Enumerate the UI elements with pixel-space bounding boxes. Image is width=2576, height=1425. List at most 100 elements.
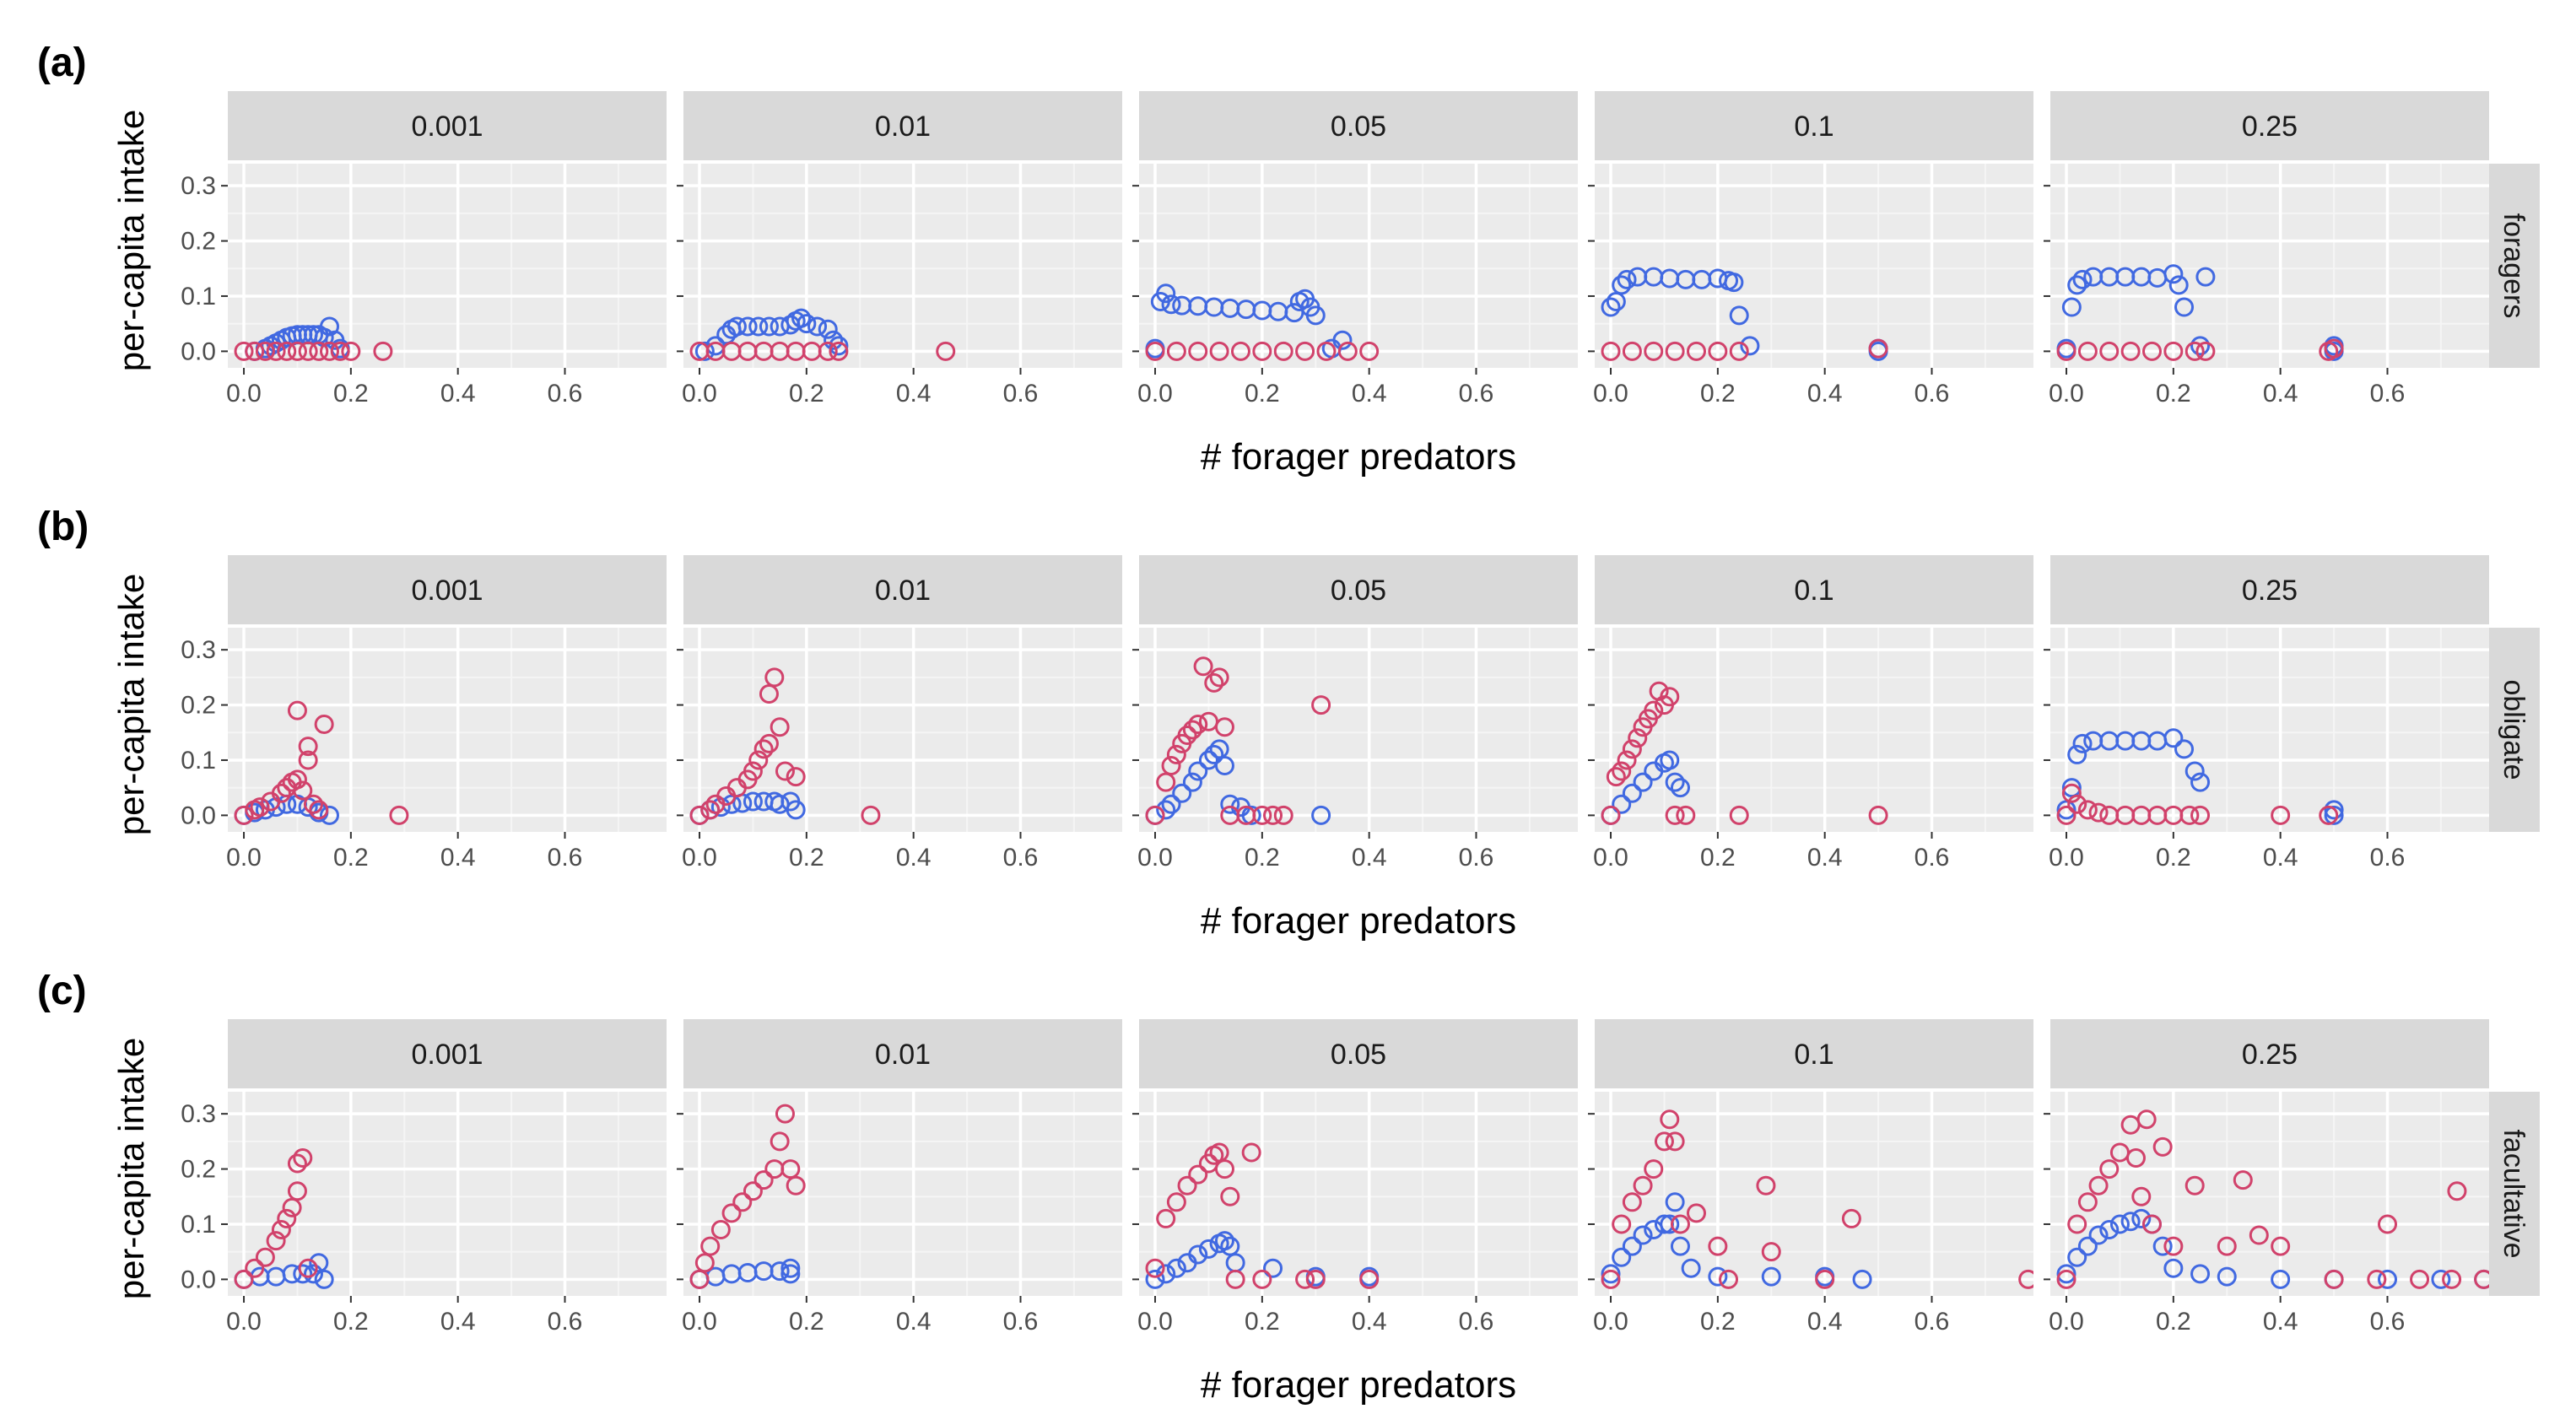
facet-panel: 0.01 0.0 0.2 0.4 0.6 [677,91,1122,408]
red-point [1188,1164,1208,1185]
blue-point [1633,1225,1653,1245]
red-point [1868,338,1888,359]
row-strip-label: facultative [2498,1129,2530,1258]
x-tick-label: 0.4 [440,1308,476,1336]
red-point [2184,1175,2205,1196]
blue-point [2152,1236,2173,1256]
red-point [2163,341,2184,361]
red-point [1214,1159,1234,1179]
blue-point [2190,336,2211,356]
blue-point [743,791,763,812]
facet-strip-bg [2050,555,2489,624]
blue-point [1156,1264,1176,1284]
blue-point [1740,336,1760,356]
red-point [2195,341,2216,361]
red-point [1606,767,1626,787]
red-point [861,805,881,825]
row-facultative: (c) per-capita intake # forager predators f… [37,969,2540,1406]
red-point [1601,341,1621,361]
y-tick-label: 0.0 [181,1266,216,1293]
red-point [780,1159,801,1179]
x-tick-label: 0.2 [789,1308,824,1336]
red-point [1337,341,1358,361]
points-group [2056,728,2344,825]
facet-strip-bg [1595,91,2033,160]
y-tick-label: 0.1 [181,747,216,775]
red-point [1156,772,1176,792]
red-point [2184,341,2205,361]
x-tick-label: 0.0 [2049,844,2084,872]
red-point [234,341,254,361]
red-point [1193,656,1213,677]
red-point [753,739,774,759]
red-point [309,341,329,361]
points-group [1145,283,1380,361]
blue-point [1214,756,1234,776]
red-point [255,1247,275,1267]
red-point [2410,1269,2430,1289]
red-point [689,1269,710,1289]
blue-point [1601,1264,1621,1284]
blue-point [1161,794,1181,814]
blue-point [2109,1214,2130,1234]
red-point [1644,1159,1664,1179]
blue-point [1670,778,1690,798]
red-point [1295,1269,1315,1289]
red-point [1316,341,1337,361]
blue-point [314,1269,334,1289]
red-point [2319,805,2339,825]
red-point [2271,1236,2291,1256]
x-tick-label: 0.4 [2263,844,2298,872]
red-point [2056,805,2076,825]
facet-strip-label: 0.01 [875,1039,931,1071]
x-tick-label: 0.0 [682,1308,717,1336]
y-tick-label: 0.2 [181,692,216,720]
red-point [2061,783,2082,803]
red-point [2131,1186,2152,1206]
blue-point [1708,1266,1728,1287]
red-point [689,805,710,825]
red-point [234,805,254,825]
red-point [303,794,323,814]
facet-panel: 0.25 0.0 0.2 0.4 0.6 [2044,555,2489,872]
red-point [1676,805,1696,825]
blue-point [2056,1264,2076,1284]
blue-point [2163,1258,2184,1278]
red-point [770,1131,790,1152]
facet-panel: 0.1 0.0 0.2 0.4 0.6 [1588,1019,2033,1336]
red-point [732,1192,753,1212]
blue-point [726,316,747,337]
facet-strip-label: 0.25 [2242,575,2298,607]
red-point [2141,341,2162,361]
x-tick-label: 0.0 [682,844,717,872]
blue-point [2072,269,2093,289]
facet-strip-label: 0.25 [2242,111,2298,143]
red-point [1841,1208,1861,1228]
red-point [287,769,307,790]
blue-point [1729,305,1749,326]
x-tick-label: 0.2 [1245,1308,1280,1336]
facet-strip-bg [1595,1019,2033,1088]
facet-strip-bg [1139,1019,1578,1088]
red-point [1145,805,1165,825]
facet-strip-label: 0.1 [1794,1039,1833,1071]
facet-strip-bg [1139,91,1578,160]
red-point [748,750,769,770]
red-point [1209,341,1229,361]
blue-point [2378,1269,2398,1289]
red-point [2152,1136,2173,1157]
blue-point [1214,1231,1234,1251]
red-point [2249,1225,2269,1245]
x-tick-label: 0.0 [226,1308,262,1336]
plot-background [683,164,1122,368]
blue-point [1665,772,1685,792]
red-point [255,341,275,361]
facet-strip-label: 0.05 [1331,111,1386,143]
red-point [1166,341,1186,361]
red-point [287,700,307,721]
red-point [330,341,350,361]
red-point [309,800,329,820]
red-point [710,1220,731,1240]
red-point [1161,756,1181,776]
red-point [1252,805,1272,825]
